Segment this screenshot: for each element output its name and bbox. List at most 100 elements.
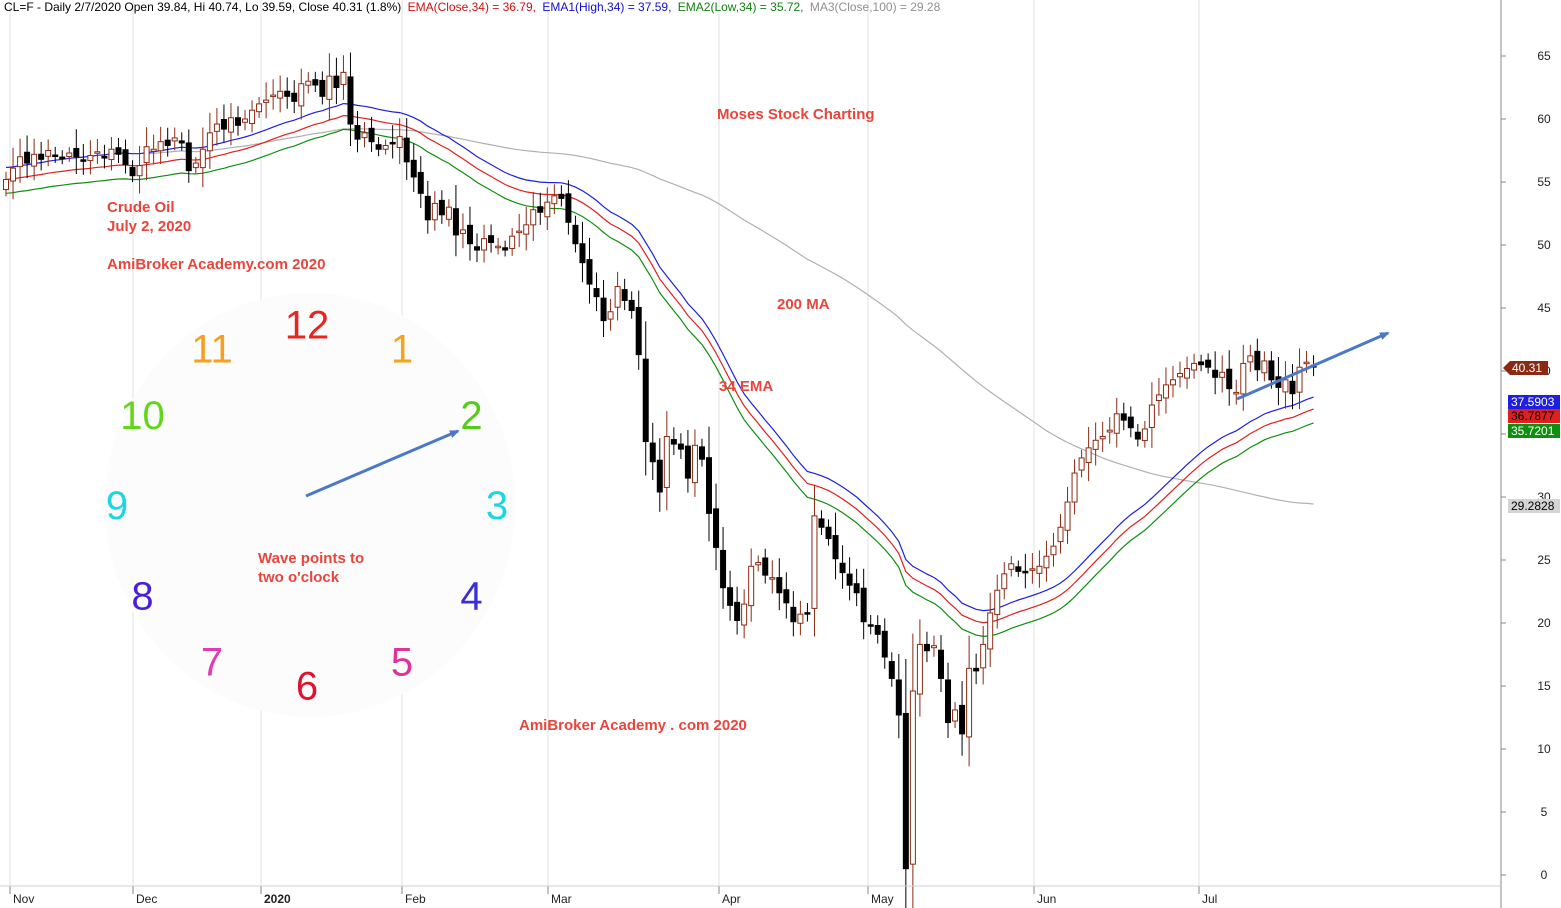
candle-body — [291, 92, 298, 102]
candle-body — [607, 311, 614, 320]
candle-body — [213, 123, 220, 132]
candle-body — [1205, 359, 1212, 368]
candle-body — [1036, 565, 1043, 574]
clock-hand-arrow — [305, 429, 460, 498]
x-tick-label: Mar — [551, 892, 572, 906]
candle-body — [171, 137, 178, 142]
candle-body — [804, 612, 811, 615]
candle-body — [1254, 350, 1261, 371]
candle-body — [403, 137, 410, 163]
candle-body — [234, 117, 241, 126]
clock-number-7: 7 — [201, 640, 223, 684]
clock-number-5: 5 — [391, 640, 413, 684]
x-tick-label: Jun — [1037, 892, 1056, 906]
candle-body — [1233, 391, 1240, 395]
candle-body — [1226, 368, 1233, 390]
candle-body — [31, 153, 38, 167]
tag-ma: 29.2828 — [1508, 499, 1560, 513]
candle-body — [1261, 360, 1268, 374]
candle-body — [551, 195, 558, 205]
candle-body — [206, 132, 213, 152]
candle-body — [1219, 371, 1226, 378]
candle-body — [263, 99, 270, 103]
y-tick-label: 45 — [1537, 301, 1551, 315]
candle-body — [1148, 404, 1155, 428]
candle-body — [1001, 573, 1008, 590]
candle-body — [340, 71, 347, 85]
candle-body — [586, 259, 593, 285]
candle-body — [509, 235, 516, 250]
candle-body — [1303, 361, 1310, 365]
tag-ma-text: 29.2828 — [1511, 499, 1555, 513]
candle-body — [888, 661, 895, 679]
x-axis-months: Nov Dec 2020 Feb Mar Apr May Jun Jul — [0, 885, 1501, 906]
candle-body — [853, 583, 860, 594]
candle-body — [73, 147, 80, 158]
clock-number-4: 4 — [460, 574, 482, 618]
x-tick-label: Feb — [405, 892, 426, 906]
y-axis-ticks: 05101520253035404550556065 — [1501, 49, 1551, 882]
candle-body — [952, 709, 959, 722]
candle-body — [495, 245, 502, 249]
candle-body — [94, 151, 101, 154]
candle-body — [783, 589, 790, 604]
annotation-200ma: 200 MA — [777, 296, 830, 313]
candle-body — [319, 79, 326, 97]
candle-body — [417, 171, 424, 194]
candle-body — [923, 643, 930, 652]
candle-body — [10, 167, 17, 182]
candle-body — [881, 630, 888, 658]
candle-body — [396, 136, 403, 148]
candle-body — [994, 589, 1001, 615]
candle-body — [220, 119, 227, 130]
y-tick-label: 25 — [1537, 553, 1551, 567]
candle-body — [1134, 431, 1141, 440]
candle-body — [839, 562, 846, 574]
candle-body — [277, 90, 284, 99]
clock-number-3: 3 — [486, 484, 508, 528]
candle-body — [537, 206, 544, 213]
annotation-crude-oil: Crude Oil — [107, 199, 175, 216]
candle-body — [642, 358, 649, 443]
tag-ema-low: 35.7201 — [1508, 424, 1560, 438]
candle-body — [677, 443, 684, 450]
candle-body — [466, 224, 473, 245]
y-tick-label: 60 — [1537, 112, 1551, 126]
candle-body — [832, 535, 839, 560]
candle-body — [24, 151, 31, 164]
candle-body — [663, 436, 670, 488]
x-tick-label: Nov — [13, 892, 34, 906]
ema-low-line — [5, 128, 1314, 638]
candle-body — [720, 549, 727, 589]
y-tick-label: 15 — [1537, 679, 1551, 693]
candle-body — [354, 125, 361, 140]
candle-body — [312, 79, 319, 86]
candle-body — [670, 439, 677, 445]
candle-body — [825, 526, 832, 540]
tag-ema-low-text: 35.7201 — [1511, 424, 1555, 438]
clock-number-10: 10 — [120, 394, 165, 438]
candle-body — [1177, 373, 1184, 378]
annotation-34ema: 34 EMA — [719, 378, 773, 395]
candle-body — [980, 643, 987, 669]
candle-body — [916, 643, 923, 695]
candle-body — [741, 603, 748, 626]
candle-body — [614, 286, 621, 308]
candle-body — [1092, 439, 1099, 450]
candle-body — [600, 297, 607, 322]
candle-body — [1282, 379, 1289, 393]
candle-body — [87, 155, 94, 162]
candle-body — [1191, 362, 1198, 371]
candle-body — [727, 587, 734, 606]
y-tick-label: 50 — [1537, 238, 1551, 252]
candle-body — [1127, 416, 1134, 429]
candle-body — [684, 445, 691, 479]
candle-body — [973, 667, 980, 672]
candle-body — [452, 208, 459, 236]
candle-body — [1064, 501, 1071, 531]
candle-body — [1071, 472, 1078, 503]
candle-body — [481, 238, 488, 251]
candle-body — [502, 247, 509, 251]
candle-body — [1050, 545, 1057, 556]
